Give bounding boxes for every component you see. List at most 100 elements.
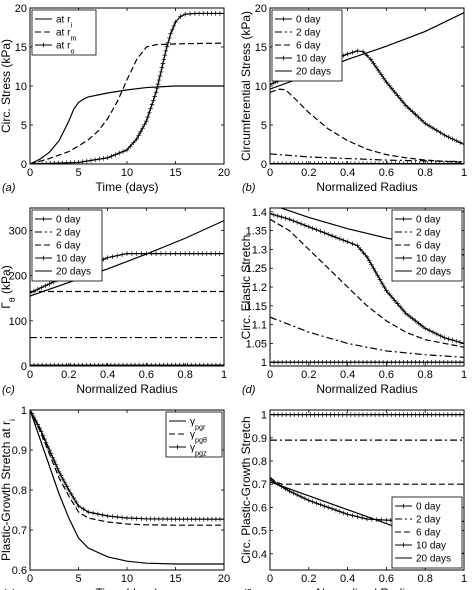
- axes-frame: [269, 409, 465, 571]
- data-point: [271, 212, 277, 218]
- y-tick-label: 15: [255, 42, 267, 54]
- data-point: [159, 65, 165, 71]
- data-point: [64, 160, 69, 164]
- data-point: [291, 359, 297, 365]
- x-tick-label: 1: [461, 167, 467, 179]
- data-point: [68, 362, 73, 366]
- data-point: [88, 362, 93, 366]
- data-point: [340, 359, 346, 365]
- legend-entry: 2 day: [416, 228, 440, 239]
- data-point: [47, 447, 52, 453]
- data-point: [373, 269, 378, 275]
- data-point: [318, 502, 323, 507]
- data-point: [430, 329, 436, 335]
- data-point: [341, 510, 347, 516]
- data-point: [345, 239, 350, 245]
- legend-entry: 20 days: [56, 267, 91, 278]
- data-point: [200, 251, 205, 256]
- data-point: [134, 251, 139, 256]
- data-point: [162, 52, 168, 58]
- data-point: [105, 513, 110, 519]
- data-point: [279, 214, 284, 220]
- data-point: [148, 362, 154, 366]
- data-point: [409, 412, 414, 417]
- data-point: [149, 102, 155, 107]
- x-tick-label: 0: [267, 573, 273, 585]
- series-markers: [270, 412, 463, 417]
- legend-marker: [41, 42, 46, 48]
- data-point: [119, 515, 125, 520]
- data-point: [441, 412, 447, 417]
- data-point: [453, 138, 459, 144]
- data-point: [161, 57, 167, 62]
- y-tick-label: 1: [261, 357, 267, 369]
- legend-entry: 20 days: [416, 267, 451, 278]
- data-point: [376, 412, 382, 417]
- data-point: [160, 61, 166, 66]
- y-tick-label: 0.7: [252, 479, 267, 491]
- data-point: [140, 362, 146, 366]
- data-point: [329, 506, 335, 512]
- legend-marker: [41, 216, 46, 222]
- data-point: [182, 11, 188, 17]
- legend-entry: at ro: [56, 41, 74, 56]
- y-tick-label: 0: [261, 159, 267, 171]
- x-tick-label: 0: [27, 167, 33, 179]
- data-point: [336, 412, 342, 417]
- series-line-at-r-i: [30, 85, 224, 164]
- data-point: [195, 251, 201, 256]
- data-point: [200, 11, 206, 16]
- data-point: [283, 215, 288, 221]
- y-tick-label: 0.6: [252, 502, 267, 514]
- panel-c: 0 0.2 0.4 0.6 0.8 1 0 100 200 300 0 day 2 day 6 day 1…: [0, 207, 227, 396]
- data-point: [453, 359, 459, 365]
- series-markers: [270, 211, 463, 345]
- data-point: [158, 69, 164, 75]
- data-point: [413, 412, 418, 417]
- data-point: [333, 235, 339, 240]
- data-point: [193, 516, 199, 522]
- data-point: [332, 412, 337, 417]
- axes-frame: [29, 7, 225, 165]
- data-point: [271, 412, 277, 417]
- x-tick-label: 0.6: [379, 369, 394, 381]
- data-point: [62, 480, 68, 486]
- data-point: [413, 359, 418, 365]
- panel-label: (d): [242, 384, 256, 396]
- series-line-6-day: [270, 476, 464, 485]
- data-point: [345, 512, 350, 517]
- y-tick-label: 20: [255, 3, 267, 15]
- data-point: [60, 160, 65, 164]
- data-point: [173, 362, 178, 366]
- legend-marker: [281, 55, 286, 61]
- panel-label: (f): [242, 588, 253, 590]
- data-point: [157, 362, 162, 366]
- data-point: [71, 495, 76, 501]
- data-point: [73, 499, 79, 505]
- data-point: [48, 451, 54, 456]
- data-point: [322, 503, 327, 509]
- axes-frame: [269, 7, 465, 165]
- data-point: [421, 359, 426, 365]
- data-point: [163, 48, 169, 54]
- data-point: [275, 359, 281, 365]
- data-point: [400, 99, 406, 105]
- x-tick-label: 0.2: [301, 167, 316, 179]
- data-point: [384, 288, 389, 294]
- data-point: [178, 14, 183, 19]
- data-point: [37, 425, 42, 431]
- data-point: [322, 230, 327, 236]
- plot-area: [30, 410, 224, 565]
- data-point: [283, 412, 289, 417]
- data-point: [375, 273, 381, 279]
- data-point: [381, 284, 387, 290]
- y-tick-label: 1.4: [252, 207, 267, 219]
- y-tick-label: 0: [21, 159, 27, 171]
- data-point: [169, 516, 174, 522]
- data-point: [369, 262, 374, 267]
- y-axis-label: Circ. Elastic Stretch: [239, 235, 253, 340]
